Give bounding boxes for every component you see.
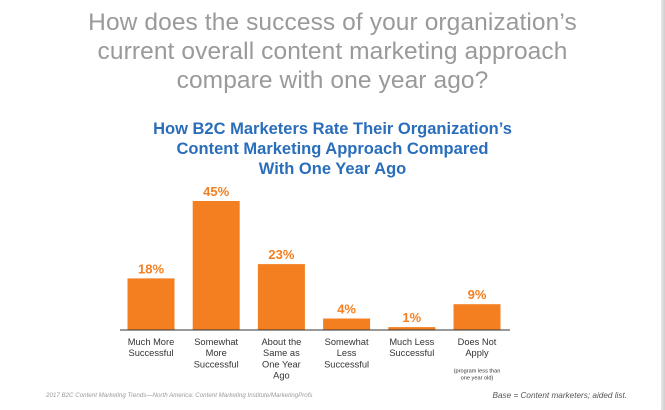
bar-value-label: 18% [138,261,164,276]
category-label: Somewhat [325,337,369,347]
slide-heading: How does the success of your organizatio… [20,8,645,95]
category-label: One Year [262,359,301,369]
category-label: Somewhat [194,337,238,347]
category-label: Successful [129,348,174,358]
bar [257,264,305,330]
category-label: Same as [263,348,300,358]
bar [453,304,501,330]
bar-value-label: 4% [337,302,356,317]
bar [127,278,175,330]
category-label: Less [337,348,357,358]
category-label: Apply [465,348,489,358]
base-note: Base = Content marketers; aided list. [492,391,627,400]
category-label: Much More [128,337,175,347]
chart-title-line: With One Year Ago [258,160,407,178]
bar-value-label: 1% [402,310,421,325]
slide-heading-line: compare with one year ago? [176,67,489,94]
category-note: one year old) [461,375,494,381]
category-label: Ago [273,371,290,381]
bar [388,327,436,330]
bar [323,318,371,330]
source-note: 2017 B2C Content Marketing Trends—North … [46,392,313,399]
bar-value-label: 23% [268,247,294,262]
slide-edge-shadow [661,0,665,410]
category-label: Successful [324,359,369,369]
chart-title-line: Content Marketing Approach Compared [176,140,489,158]
slide-heading-line: How does the success of your organizatio… [88,9,577,36]
category-label: Successful [194,359,239,369]
chart-title-line: How B2C Marketers Rate Their Organizatio… [153,120,512,138]
bar [192,201,240,330]
chart-title: How B2C Marketers Rate Their Organizatio… [60,119,605,179]
bar-value-label: 45% [203,184,229,199]
category-label: Much Less [389,337,434,347]
bar-value-label: 9% [468,287,487,302]
category-label: Successful [389,348,434,358]
category-label: More [206,348,227,358]
slide-heading-line: current overall content marketing approa… [97,38,568,65]
category-note: (program less than [454,368,501,374]
category-label: About the [261,337,301,347]
category-label: Does Not [458,337,497,347]
